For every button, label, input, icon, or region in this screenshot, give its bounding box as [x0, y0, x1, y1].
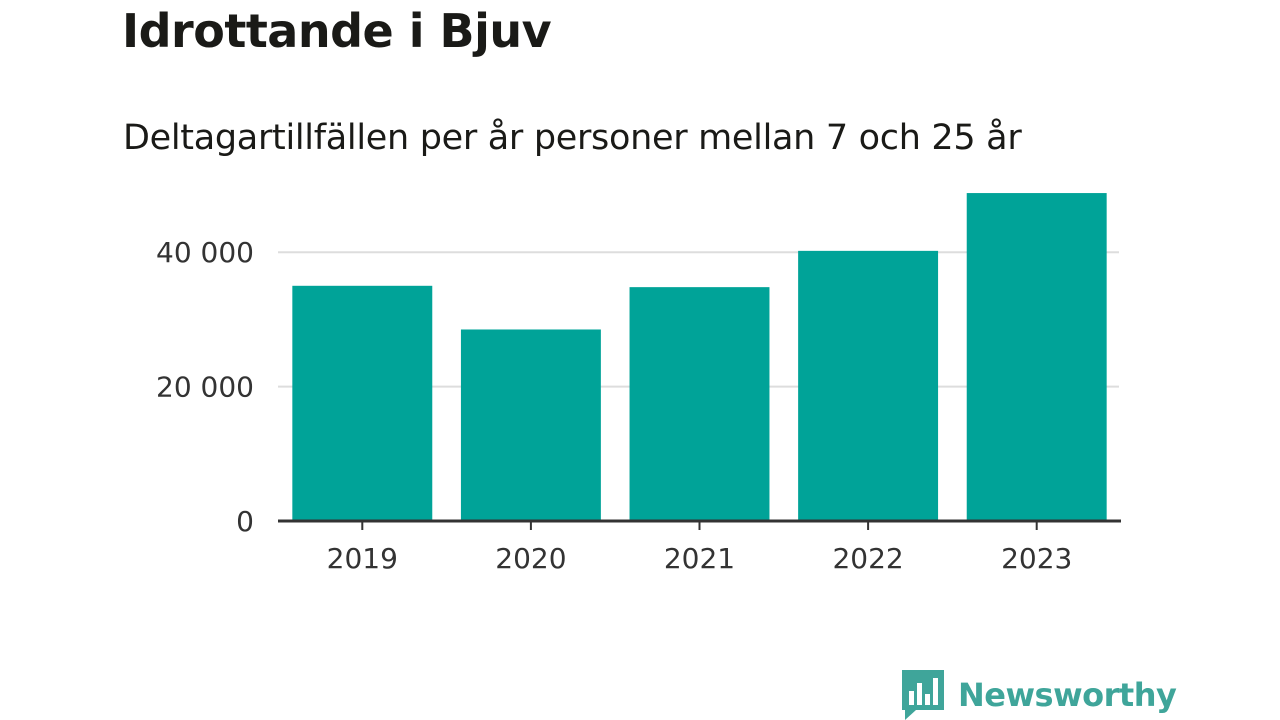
bar-chart-speech-bubble-icon [902, 670, 944, 720]
newsworthy-logo: Newsworthy [902, 670, 1177, 720]
bar [292, 285, 433, 521]
x-tick-label: 2022 [832, 542, 903, 575]
x-tick-label: 2019 [327, 542, 398, 575]
axes: 0 20 000 40 000 2019 2020 2021 2022 2023 [156, 236, 1121, 575]
bars [292, 193, 1107, 521]
brand-name: Newsworthy [958, 676, 1177, 714]
bar [629, 287, 770, 521]
x-tick-label: 2023 [1001, 542, 1072, 575]
bar [798, 250, 939, 521]
x-tick-label: 2020 [495, 542, 566, 575]
x-tick-label: 2021 [664, 542, 735, 575]
y-tick-label: 0 [236, 505, 254, 538]
bar [966, 193, 1107, 521]
chart-subtitle: Deltagartillfällen per år personer mella… [123, 118, 1022, 158]
y-tick-label: 40 000 [156, 236, 254, 269]
y-tick-label: 20 000 [156, 371, 254, 404]
chart-title: Idrottande i Bjuv [122, 4, 552, 58]
bar [460, 329, 601, 521]
